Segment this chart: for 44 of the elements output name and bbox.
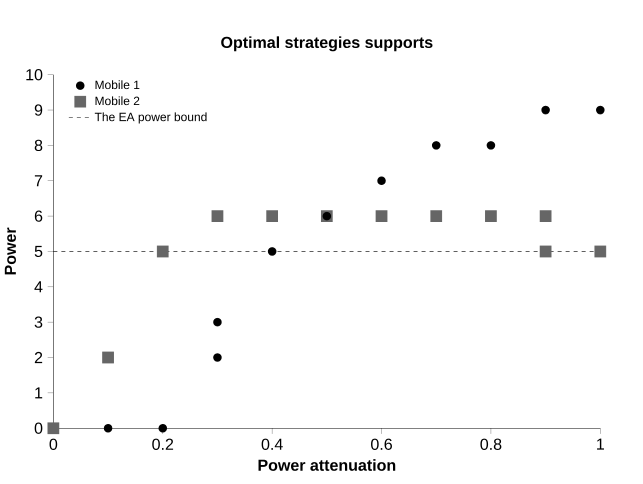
- y-tick-label: 4: [34, 281, 42, 292]
- x-tick-label: 0.6: [371, 438, 392, 450]
- point: [47, 422, 60, 434]
- point: [156, 245, 169, 258]
- point: [212, 210, 224, 222]
- y-tick-label: 7: [34, 175, 42, 186]
- point: [594, 245, 606, 258]
- y-tick-label: 2: [34, 352, 42, 363]
- point: [213, 353, 222, 362]
- x-axis-title: Power attenuation: [258, 459, 396, 471]
- point: [430, 210, 442, 222]
- x-tick-label: 0: [50, 438, 58, 450]
- point: [102, 352, 114, 364]
- point: [104, 424, 112, 432]
- chart-title: Optimal strategies supports: [221, 36, 432, 52]
- point: [266, 210, 278, 222]
- point: [596, 106, 605, 114]
- point: [485, 210, 497, 222]
- point: [540, 210, 552, 222]
- point: [268, 247, 276, 256]
- x-tick-label: 1: [597, 438, 604, 450]
- legend-label: The EA power bound: [94, 112, 207, 124]
- point: [486, 141, 496, 150]
- point: [540, 245, 552, 258]
- point: [213, 318, 222, 326]
- y-tick-label: 10: [26, 68, 42, 80]
- x-tick-label: 0.8: [480, 438, 502, 450]
- legend-label: Mobile 2: [96, 96, 140, 106]
- point: [432, 141, 440, 150]
- y-tick-label: 9: [34, 104, 42, 116]
- y-tick-label: 6: [34, 210, 42, 222]
- point: [541, 106, 550, 114]
- y-tick-label: 0: [34, 422, 42, 434]
- x-tick-label: 0.4: [262, 438, 283, 450]
- y-tick-label: 5: [34, 246, 42, 257]
- y-tick-label: 3: [34, 316, 42, 328]
- y-tick-label: 1: [35, 387, 42, 398]
- y-tick-label: 8: [34, 140, 42, 151]
- point: [377, 176, 386, 185]
- point: [376, 210, 388, 222]
- point: [158, 424, 168, 432]
- y-axis-title: Power: [4, 228, 16, 274]
- x-tick-label: 0.2: [152, 438, 174, 450]
- legend-label: Mobile 1: [96, 80, 140, 90]
